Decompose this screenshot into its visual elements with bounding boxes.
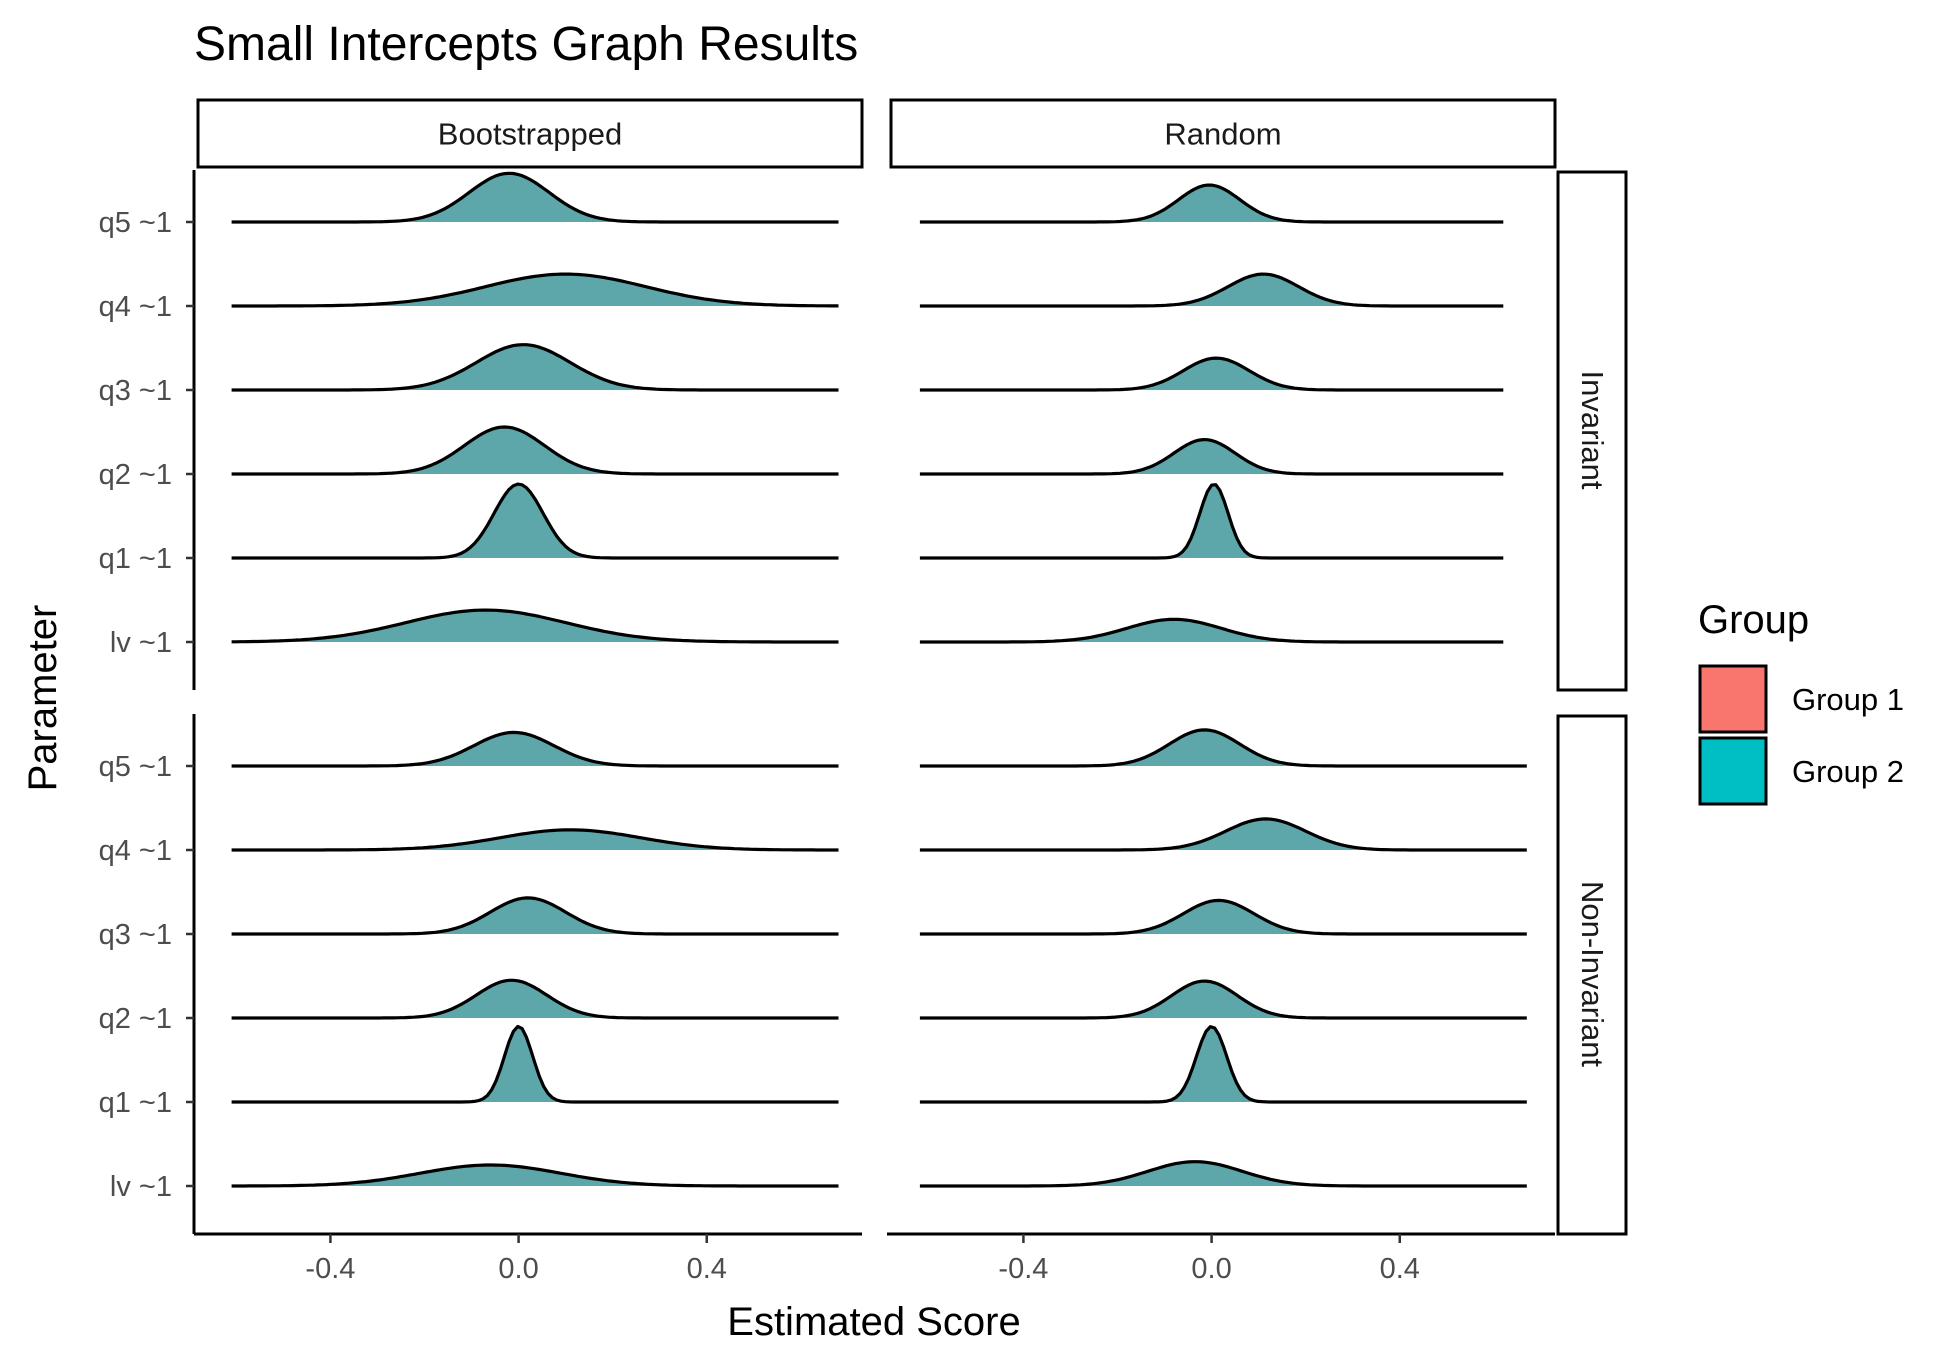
x-axis-title: Estimated Score bbox=[727, 1300, 1020, 1344]
ridge-fill-q5 bbox=[231, 173, 839, 222]
legend-key-group-2 bbox=[1698, 736, 1768, 806]
y-tick-label: q4 ~1 bbox=[99, 835, 172, 867]
ridge-line-q5 bbox=[231, 171, 839, 224]
ridge-fill-q1 bbox=[919, 1026, 1527, 1102]
row-strip-label: Invariant bbox=[1575, 371, 1610, 490]
ridge-fill-q2 bbox=[919, 439, 1504, 474]
panel-random-invariant bbox=[919, 183, 1504, 644]
y-tick-label: q1 ~1 bbox=[99, 543, 172, 575]
row-strip-invariant bbox=[1556, 170, 1628, 692]
ridge-line-q1 bbox=[919, 483, 1504, 560]
ridge-line-q3 bbox=[231, 343, 839, 392]
ridge-fill-q5 bbox=[231, 732, 839, 766]
ridge-line-q4 bbox=[919, 817, 1527, 852]
y-tick-label: q2 ~1 bbox=[99, 1003, 172, 1035]
ridge-fill-lv bbox=[231, 610, 839, 642]
ridge-fill-lv bbox=[919, 1161, 1527, 1186]
x-tick-label: 0.4 bbox=[1380, 1253, 1420, 1285]
ridge-line-q4 bbox=[919, 272, 1504, 308]
column-strip-random bbox=[889, 98, 1557, 169]
ridge-line-q1 bbox=[919, 1025, 1527, 1104]
ridge-fill-q3 bbox=[919, 900, 1527, 934]
ridge-line-lv bbox=[231, 608, 839, 644]
ridge-fill-q2 bbox=[919, 981, 1527, 1018]
ridge-line-q5 bbox=[919, 728, 1527, 768]
y-tick-label: lv ~1 bbox=[110, 627, 172, 659]
legend: Group Group 1 Group 2 bbox=[1698, 598, 1904, 806]
y-tick-label: q3 ~1 bbox=[99, 375, 172, 407]
legend-label: Group 2 bbox=[1792, 754, 1904, 789]
ridge-fill-lv bbox=[919, 619, 1504, 642]
chart-title: Small Intercepts Graph Results bbox=[194, 18, 858, 71]
panel-bootstrapped-non-invariant bbox=[231, 730, 839, 1188]
legend-title: Group bbox=[1698, 598, 1809, 642]
ridge-fill-q2 bbox=[231, 980, 839, 1018]
ridge-line-q3 bbox=[231, 896, 839, 936]
ridge-line-q3 bbox=[919, 356, 1504, 392]
x-tick-label: -0.4 bbox=[305, 1253, 355, 1285]
ridge-line-q1 bbox=[231, 482, 839, 560]
x-tick-label: 0.0 bbox=[1191, 1253, 1231, 1285]
ridge-fill-q2 bbox=[231, 427, 839, 474]
y-tick-label: q5 ~1 bbox=[99, 751, 172, 783]
x-axes: -0.4 0.0 0.4 -0.4 0.0 0.4 bbox=[194, 1232, 1555, 1285]
ridge-fill-q4 bbox=[919, 274, 1504, 306]
x-tick-label: -0.4 bbox=[998, 1253, 1048, 1285]
ridge-line-q2 bbox=[231, 978, 839, 1020]
column-strip-label: Bootstrapped bbox=[438, 117, 622, 152]
ridge-fill-q4 bbox=[231, 274, 839, 306]
facet-panels bbox=[231, 171, 1527, 1188]
ridge-fill-q5 bbox=[919, 729, 1527, 766]
ridge-line-q5 bbox=[231, 730, 839, 768]
legend-key-group-1 bbox=[1698, 664, 1768, 734]
y-tick-label: lv ~1 bbox=[110, 1171, 172, 1203]
row-facet-strips: Invariant Non-Invariant bbox=[1556, 170, 1628, 1236]
ridge-line-q3 bbox=[919, 898, 1527, 936]
y-axis-title: Parameter bbox=[21, 605, 65, 792]
x-tick-label: 0.4 bbox=[687, 1253, 727, 1285]
y-tick-label: q3 ~1 bbox=[99, 919, 172, 951]
legend-label: Group 1 bbox=[1792, 682, 1904, 717]
ridge-line-lv bbox=[919, 1160, 1527, 1188]
ridge-line-q2 bbox=[919, 438, 1504, 476]
ridge-fill-q3 bbox=[231, 897, 839, 934]
column-facet-strips: Bootstrapped Random bbox=[196, 98, 1557, 169]
ridge-line-lv bbox=[919, 617, 1504, 644]
y-tick-label: q5 ~1 bbox=[99, 207, 172, 239]
panel-random-non-invariant bbox=[919, 728, 1527, 1188]
ridge-line-q2 bbox=[231, 425, 839, 476]
y-tick-label: q2 ~1 bbox=[99, 459, 172, 491]
ridge-line-q5 bbox=[919, 183, 1504, 224]
ridge-line-q1 bbox=[231, 1024, 839, 1104]
ridge-fill-q1 bbox=[919, 484, 1504, 558]
ridge-fill-q3 bbox=[231, 344, 839, 390]
row-strip-label: Non-Invariant bbox=[1575, 881, 1610, 1067]
ridge-line-q2 bbox=[919, 979, 1527, 1020]
y-axes: q5 ~1 q4 ~1 q3 ~1 q2 ~1 q1 ~1 lv ~1 q5 ~1 q4 ~1… bbox=[99, 170, 196, 1234]
ridge-line-q4 bbox=[231, 272, 839, 308]
column-strip-label: Random bbox=[1164, 117, 1281, 152]
row-strip-non-invariant bbox=[1556, 714, 1628, 1236]
y-tick-label: q4 ~1 bbox=[99, 291, 172, 323]
panel-bootstrapped-invariant bbox=[231, 171, 839, 644]
column-strip-bootstrapped bbox=[196, 98, 864, 169]
x-tick-label: 0.0 bbox=[498, 1253, 538, 1285]
ridge-fill-q4 bbox=[919, 818, 1527, 850]
y-tick-label: q1 ~1 bbox=[99, 1087, 172, 1119]
ridge-fill-q1 bbox=[231, 484, 839, 558]
ridge-fill-q3 bbox=[919, 358, 1504, 390]
ridge-fill-q5 bbox=[919, 185, 1504, 222]
ridge-line-lv bbox=[231, 1163, 839, 1188]
ridge-line-q4 bbox=[231, 828, 839, 852]
